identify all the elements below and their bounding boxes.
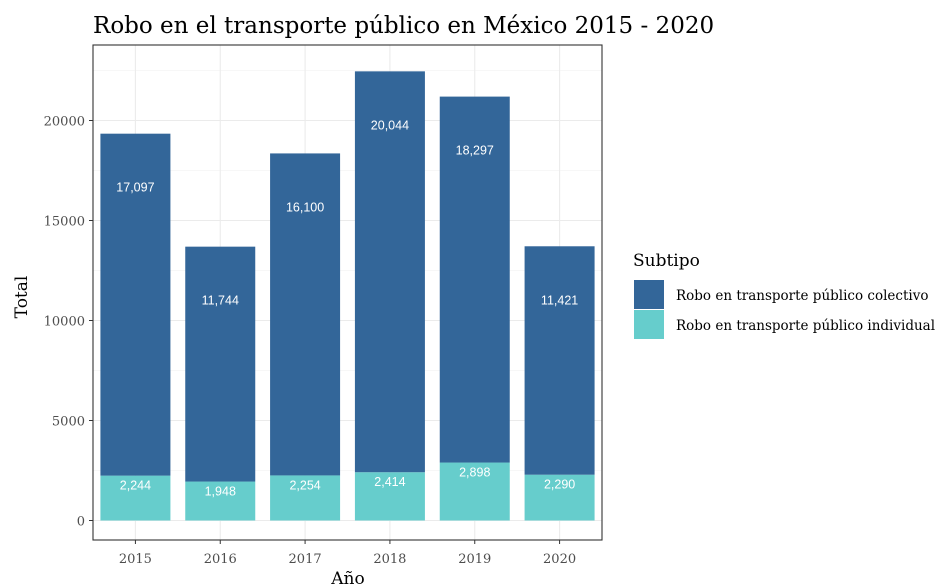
x-axis-ticks: 2015 2016 2017 2018 2019 2020 xyxy=(119,540,576,567)
bar-individual-2018 xyxy=(354,472,425,521)
data-label-colectivo-2020: 11,421 xyxy=(541,293,578,307)
data-label-colectivo-2019: 18,297 xyxy=(456,144,494,158)
bar-colectivo-2017 xyxy=(270,153,341,476)
data-label-individual-2017: 2,254 xyxy=(289,478,320,492)
bar-individual-2016 xyxy=(185,481,256,521)
data-label-individual-2020: 2,290 xyxy=(544,478,575,492)
bars-layer: 2,244 17,097 1,948 11,744 2,254 16,100 2,414 20… xyxy=(100,71,595,521)
panel-background xyxy=(93,45,602,540)
bar-colectivo-2016 xyxy=(185,246,256,482)
y-tick-label-20000: 20000 xyxy=(44,115,85,130)
panel-border xyxy=(92,44,603,541)
bar-colectivo-2020 xyxy=(524,246,595,475)
plot-panel xyxy=(93,45,602,540)
y-tick-label-10000: 10000 xyxy=(44,315,85,330)
legend-swatch-1 xyxy=(634,310,664,339)
x-axis-label: Año xyxy=(330,569,364,588)
data-label-individual-2016: 1,948 xyxy=(205,485,236,499)
y-tick-label-0: 0 xyxy=(77,515,85,530)
legend-title: Subtipo xyxy=(633,251,700,271)
bar-individual-2020 xyxy=(524,474,595,521)
y-tick-label-15000: 15000 xyxy=(44,215,85,230)
bar-individual-2015 xyxy=(100,475,171,521)
bar-individual-2017 xyxy=(270,475,341,521)
x-tick-label-2019: 2019 xyxy=(458,552,491,567)
bar-colectivo-2015 xyxy=(100,133,171,476)
data-label-colectivo-2017: 16,100 xyxy=(286,200,324,214)
bar-colectivo-2019 xyxy=(439,96,510,463)
x-tick-label-2017: 2017 xyxy=(289,552,322,567)
chart-title: Robo en el transporte público en México … xyxy=(93,13,714,39)
bar-colectivo-2018 xyxy=(354,71,425,473)
data-label-individual-2019: 2,898 xyxy=(459,466,490,480)
y-axis-ticks: 0 5000 10000 15000 20000 xyxy=(44,115,93,530)
legend-label-1: Robo en transporte público individual xyxy=(676,318,935,334)
x-tick-label-2020: 2020 xyxy=(543,552,576,567)
x-tick-label-2018: 2018 xyxy=(373,552,406,567)
legend-swatch-0 xyxy=(634,280,664,309)
data-label-colectivo-2015: 17,097 xyxy=(116,181,154,195)
y-axis-label: Total xyxy=(12,276,32,319)
data-label-individual-2018: 2,414 xyxy=(374,475,405,489)
data-label-colectivo-2016: 11,744 xyxy=(202,294,239,308)
x-tick-label-2015: 2015 xyxy=(119,552,152,567)
x-tick-label-2016: 2016 xyxy=(204,552,237,567)
bar-individual-2019 xyxy=(439,462,510,521)
legend-label-0: Robo en transporte público colectivo xyxy=(676,288,928,304)
data-label-colectivo-2018: 20,044 xyxy=(371,118,409,132)
y-tick-label-5000: 5000 xyxy=(52,415,85,430)
data-label-individual-2015: 2,244 xyxy=(120,479,151,493)
legend: Subtipo Robo en transporte público colec… xyxy=(633,251,935,339)
